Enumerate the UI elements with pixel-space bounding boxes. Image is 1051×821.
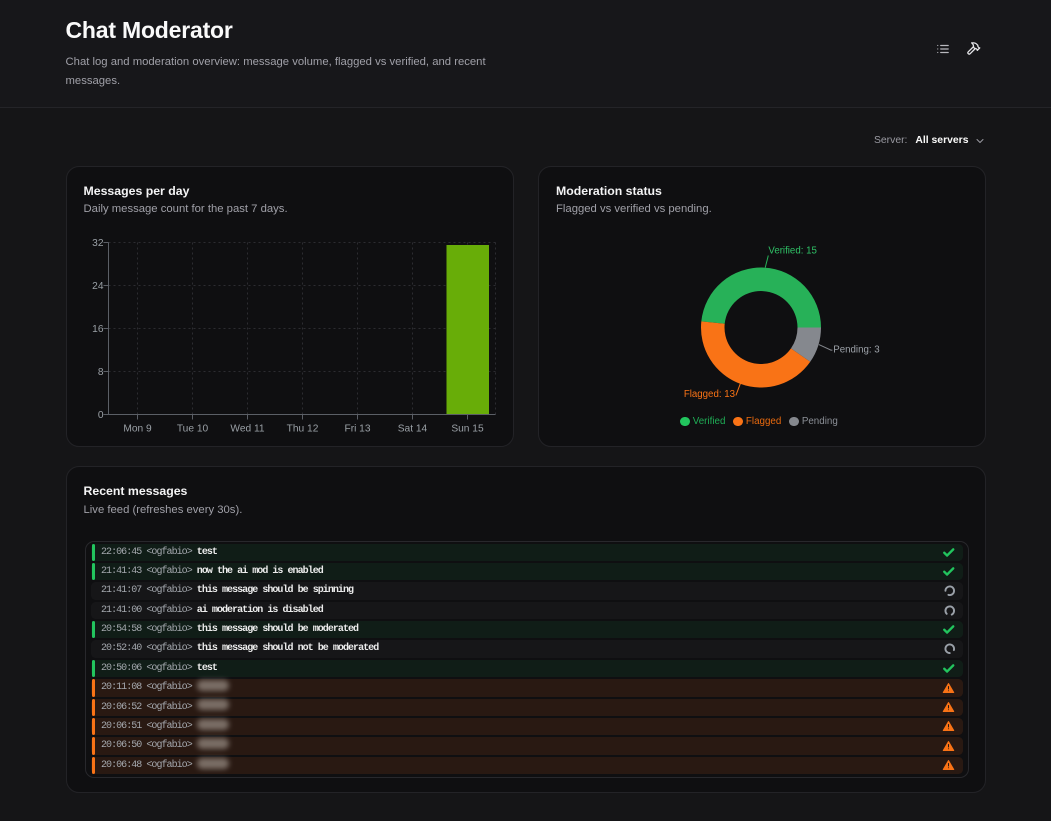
svg-text:Flagged: 13: Flagged: 13 (684, 389, 735, 400)
svg-text:32: 32 (92, 237, 104, 248)
svg-text:Fri 13: Fri 13 (344, 423, 370, 434)
svg-text:0: 0 (97, 409, 103, 420)
svg-text:24: 24 (92, 280, 104, 291)
svg-text:8: 8 (97, 366, 103, 377)
svg-text:Sat 14: Sat 14 (397, 423, 427, 434)
svg-text:Mon 9: Mon 9 (123, 423, 152, 434)
svg-text:Thu 12: Thu 12 (286, 423, 318, 434)
svg-text:Pending: 3: Pending: 3 (833, 344, 879, 355)
svg-text:Tue 10: Tue 10 (176, 423, 208, 434)
svg-text:Wed 11: Wed 11 (230, 423, 265, 434)
svg-text:Verified: 15: Verified: 15 (768, 245, 816, 256)
svg-text:Sun 15: Sun 15 (451, 423, 484, 434)
svg-text:16: 16 (92, 323, 104, 334)
